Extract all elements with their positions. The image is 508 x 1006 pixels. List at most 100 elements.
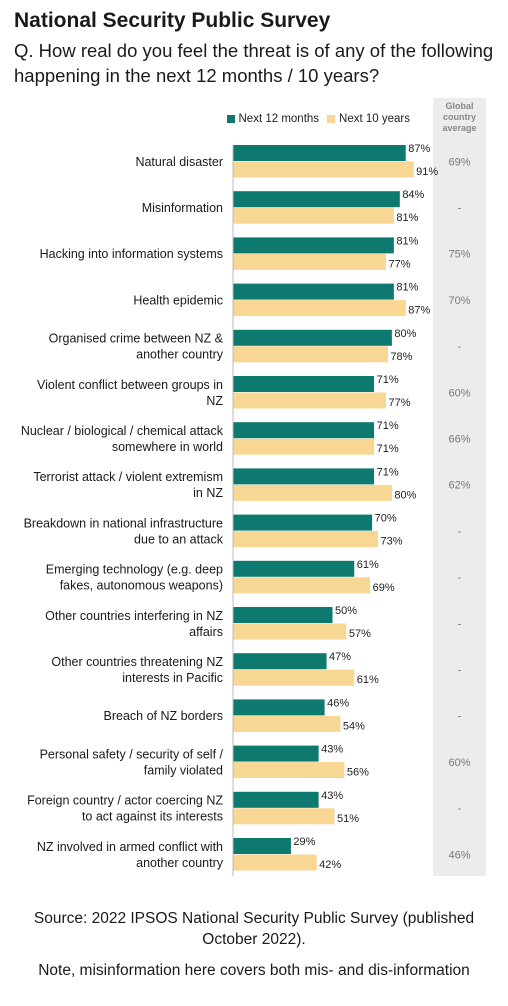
global-average-value: 70%: [448, 295, 470, 307]
data-label-next-12-months: 29%: [293, 836, 315, 848]
category-label-line: affairs: [189, 625, 223, 639]
global-average-value: -: [458, 664, 462, 676]
bar-next-10-years: [233, 623, 347, 640]
legend-item-next-10-years: Next 10 years: [327, 113, 410, 125]
bar-next-10-years: [233, 484, 392, 501]
category-label: Hacking into information systems: [40, 247, 223, 261]
category-label-line: Breach of NZ borders: [104, 709, 224, 723]
data-label-next-12-months: 87%: [408, 143, 430, 155]
data-label-next-10-years: 80%: [394, 489, 416, 501]
category-label-line: Emerging technology (e.g. deep: [46, 563, 223, 577]
bar-next-12-months: [233, 283, 394, 300]
data-label-next-12-months: 61%: [357, 559, 379, 571]
source-note: Source: 2022 IPSOS National Security Pub…: [33, 910, 475, 948]
category-label: Other countries threatening NZ interests …: [51, 655, 223, 685]
category-label: Terrorist attack / violent extremism in N…: [33, 470, 223, 500]
data-label-next-10-years: 77%: [388, 258, 410, 270]
bar-next-12-months: [233, 237, 394, 254]
category-label: Personal safety / security of self / fami…: [40, 747, 224, 777]
bar-next-12-months: [233, 191, 400, 208]
category-label-line: Other countries interfering in NZ: [45, 609, 223, 623]
category-label: Breakdown in national infrastructure due …: [24, 516, 224, 546]
bar-next-10-years: [233, 762, 345, 779]
category-label-line: another country: [136, 348, 224, 362]
data-label-next-10-years: 61%: [357, 674, 379, 686]
category-label-line: Nuclear / biological / chemical attack: [21, 424, 224, 438]
bar-next-10-years: [233, 808, 335, 825]
category-label-line: Breakdown in national infrastructure: [24, 516, 223, 530]
data-label-next-10-years: 71%: [377, 443, 399, 455]
data-label-next-12-months: 43%: [321, 744, 343, 756]
category-label-line: due to an attack: [134, 532, 224, 546]
bar-next-12-months: [233, 699, 325, 716]
data-label-next-12-months: 43%: [321, 790, 343, 802]
category-label-line: interests in Pacific: [122, 671, 223, 685]
category-label: Emerging technology (e.g. deep fakes, aut…: [46, 563, 223, 593]
global-average-header: Global country average: [442, 101, 477, 133]
bar-next-10-years: [233, 669, 355, 686]
data-label-next-12-months: 71%: [377, 374, 399, 386]
bar-next-10-years: [233, 207, 394, 224]
bar-next-12-months: [233, 422, 375, 439]
data-label-next-12-months: 84%: [402, 189, 424, 201]
bar-next-12-months: [233, 468, 375, 485]
bar-next-10-years: [233, 161, 414, 178]
data-label-next-10-years: 77%: [388, 397, 410, 409]
data-label-next-10-years: 51%: [337, 813, 359, 825]
category-label: Organised crime between NZ & another coun…: [49, 332, 224, 362]
category-label: Breach of NZ borders: [104, 709, 224, 723]
data-label-next-10-years: 56%: [347, 767, 369, 779]
category-label: Other countries interfering in NZ affairs: [45, 609, 223, 639]
category-label-line: Misinformation: [142, 201, 223, 215]
category-label-line: Violent conflict between groups in: [37, 378, 223, 392]
footnote: Note, misinformation here covers both mi…: [38, 962, 470, 979]
category-label: Nuclear / biological / chemical attack so…: [21, 424, 224, 454]
legend-label-next-10-years: Next 10 years: [339, 113, 410, 125]
bar-next-12-months: [233, 791, 319, 808]
data-label-next-10-years: 91%: [416, 166, 438, 178]
bar-next-10-years: [233, 715, 341, 732]
category-label-line: Personal safety / security of self /: [40, 747, 224, 761]
bar-next-12-months: [233, 838, 291, 854]
bar-next-12-months: [233, 514, 373, 531]
chart-title: National Security Public Survey: [14, 9, 331, 32]
global-average-value: 75%: [448, 249, 470, 261]
data-label-next-12-months: 70%: [375, 513, 397, 525]
category-label-line: Hacking into information systems: [40, 247, 223, 261]
category-label: Foreign country / actor coercing NZ to ac…: [27, 794, 223, 824]
global-average-value: -: [458, 202, 462, 214]
bar-next-12-months: [233, 653, 327, 670]
bar-next-12-months: [233, 376, 375, 392]
data-label-next-10-years: 57%: [349, 628, 371, 640]
category-label-line: somewhere in world: [112, 440, 223, 454]
bar-next-12-months: [233, 607, 333, 623]
data-label-next-10-years: 81%: [396, 212, 418, 224]
bar-next-10-years: [233, 438, 375, 455]
legend-label-next-12-months: Next 12 months: [238, 113, 320, 125]
category-label-line: NZ: [206, 394, 223, 408]
category-label-line: Foreign country / actor coercing NZ: [27, 794, 223, 808]
global-average-value: 46%: [448, 849, 470, 861]
data-label-next-12-months: 81%: [396, 282, 418, 294]
bar-next-12-months: [233, 145, 406, 161]
category-label: NZ involved in armed conflict with anothe…: [37, 840, 224, 870]
global-average-value: 62%: [448, 480, 470, 492]
category-label-line: Health epidemic: [133, 293, 223, 307]
category-label-line: fakes, autonomous weapons): [60, 579, 223, 593]
data-label-next-10-years: 78%: [390, 351, 412, 363]
legend: Next 12 months Next 10 years: [219, 113, 410, 125]
data-label-next-10-years: 73%: [381, 536, 403, 548]
legend-item-next-12-months: Next 12 months: [226, 113, 320, 125]
data-label-next-12-months: 81%: [396, 235, 418, 247]
data-label-next-12-months: 50%: [335, 605, 357, 617]
legend-swatch-next-12-months: [226, 115, 235, 123]
global-average-value: -: [458, 711, 462, 723]
data-label-next-10-years: 42%: [319, 859, 341, 871]
bar-chart: Natural disaster 87% 91% 69% Misinformation 8…: [21, 143, 471, 877]
data-label-next-12-months: 71%: [377, 420, 399, 432]
data-label-next-10-years: 69%: [373, 582, 395, 594]
bar-next-12-months: [233, 745, 319, 762]
global-average-value: -: [458, 572, 462, 584]
global-average-column: [433, 98, 486, 876]
survey-question: Q. How real do you feel the threat is of…: [14, 40, 494, 86]
